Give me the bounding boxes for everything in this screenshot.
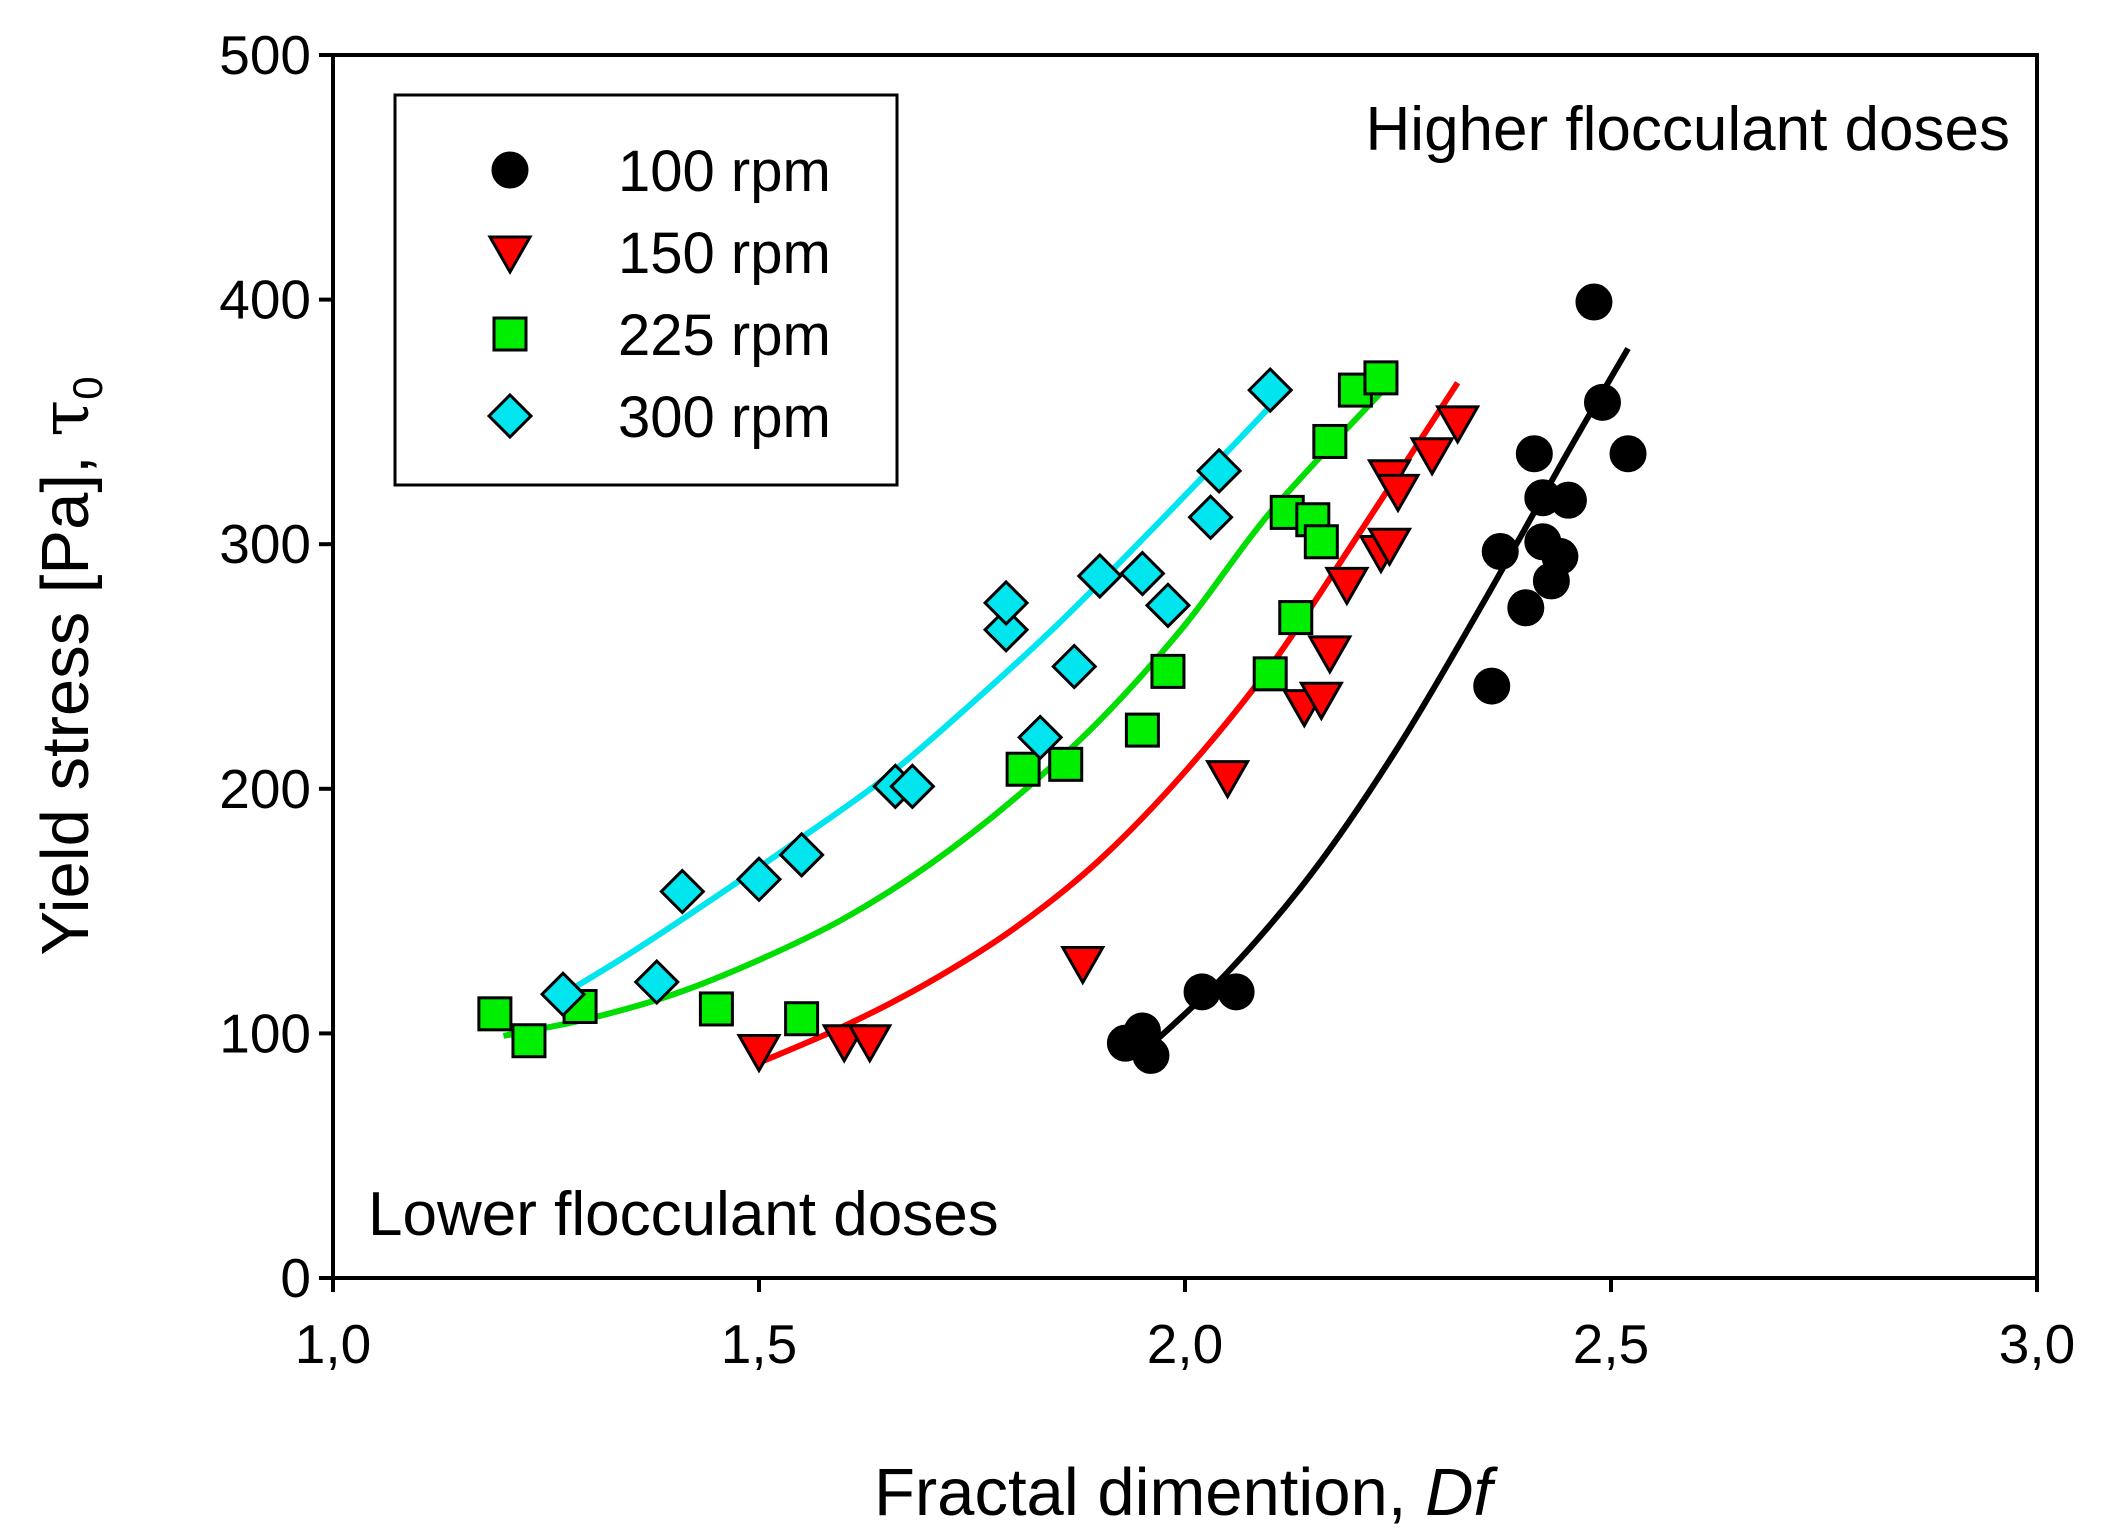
legend-label-225-rpm: 225 rpm xyxy=(618,303,831,368)
point-225-rpm xyxy=(1005,751,1041,787)
point-225-rpm xyxy=(1048,746,1084,782)
legend-label-300-rpm: 300 rpm xyxy=(618,385,831,450)
point-150-rpm xyxy=(1409,437,1455,477)
legend-box xyxy=(393,93,899,487)
legend-marker-100-rpm xyxy=(491,151,529,189)
y-tick-label: 400 xyxy=(219,269,311,331)
point-100-rpm xyxy=(1481,533,1519,571)
point-150-rpm xyxy=(1375,473,1421,514)
legend-marker-225-rpm xyxy=(492,316,528,352)
point-300-rpm xyxy=(982,579,1030,627)
point-225-rpm xyxy=(698,991,734,1027)
point-100-rpm xyxy=(1217,973,1255,1011)
fit-curve-225-rpm xyxy=(502,390,1384,1039)
fit-curve-300-rpm xyxy=(561,395,1281,997)
y-axis-ticks: 0 100 200 300 400 500 xyxy=(219,24,333,1309)
point-300-rpm xyxy=(1017,714,1064,761)
point-150-rpm xyxy=(1366,527,1413,568)
point-150-rpm xyxy=(1060,945,1106,986)
point-100-rpm xyxy=(1609,435,1647,473)
point-100-rpm xyxy=(1575,283,1613,321)
point-100-rpm xyxy=(1541,537,1579,575)
point-225-rpm xyxy=(1124,712,1160,748)
point-225-rpm xyxy=(1252,656,1288,692)
annotation-higher-doses: Higher flocculant doses xyxy=(1366,95,2010,164)
point-150-rpm xyxy=(1298,681,1344,722)
point-150-rpm xyxy=(847,1024,893,1064)
y-tick-label: 200 xyxy=(219,758,311,820)
point-100-rpm xyxy=(1183,973,1221,1011)
x-tick-label: 3,0 xyxy=(1999,1313,2075,1375)
point-225-rpm xyxy=(1278,600,1314,636)
data-points xyxy=(477,283,1647,1074)
point-300-rpm xyxy=(633,958,680,1006)
point-150-rpm xyxy=(1307,635,1353,675)
annotation-lower-doses: Lower flocculant doses xyxy=(368,1180,999,1249)
point-100-rpm xyxy=(1583,383,1621,421)
y-axis-title-symbol: τ xyxy=(26,400,104,437)
point-100-rpm xyxy=(1515,435,1553,473)
point-300-rpm xyxy=(778,831,825,878)
y-tick-label: 100 xyxy=(219,1002,311,1064)
point-300-rpm xyxy=(1187,494,1234,541)
point-100-rpm xyxy=(1549,481,1587,519)
point-300-rpm xyxy=(1247,366,1294,414)
x-tick-label: 2,0 xyxy=(1147,1313,1223,1375)
x-tick-label: 2,5 xyxy=(1573,1313,1649,1375)
point-300-rpm xyxy=(1144,582,1192,629)
point-300-rpm xyxy=(659,868,706,915)
x-tick-label: 1,5 xyxy=(721,1313,797,1375)
point-225-rpm xyxy=(477,996,513,1032)
y-tick-label: 500 xyxy=(219,24,311,86)
point-300-rpm xyxy=(1195,447,1243,494)
point-225-rpm xyxy=(1312,423,1348,459)
point-100-rpm xyxy=(1132,1036,1170,1074)
point-150-rpm xyxy=(1435,405,1481,445)
point-300-rpm xyxy=(1051,643,1098,690)
legend-marker-300-rpm xyxy=(486,392,534,440)
legend: 100 rpm 150 rpm 225 rpm 300 rpm xyxy=(393,93,899,487)
y-tick-label: 0 xyxy=(280,1247,311,1309)
point-225-rpm xyxy=(784,1001,820,1037)
point-300-rpm xyxy=(1076,552,1123,600)
legend-marker-150-rpm xyxy=(487,235,533,276)
x-axis-ticks: 1,0 1,5 2,0 2,5 3,0 xyxy=(295,1278,2075,1375)
point-225-rpm xyxy=(1303,524,1339,560)
point-150-rpm xyxy=(1205,760,1251,800)
point-100-rpm xyxy=(1473,667,1511,705)
y-tick-label: 300 xyxy=(219,513,311,575)
point-300-rpm xyxy=(735,856,783,903)
point-150-rpm xyxy=(736,1034,782,1074)
legend-label-150-rpm: 150 rpm xyxy=(618,221,831,286)
point-300-rpm xyxy=(982,606,1030,653)
x-axis-title: Fractal dimention, Df xyxy=(874,1455,1499,1530)
x-tick-label: 1,0 xyxy=(295,1313,371,1375)
x-axis-title-italic: Df xyxy=(1425,1455,1498,1530)
fit-curve-150-rpm xyxy=(757,381,1461,1066)
point-150-rpm xyxy=(1324,566,1370,607)
y-axis-title: Yield stress [Pa], τ0 xyxy=(26,376,111,955)
point-225-rpm xyxy=(511,1023,547,1059)
point-300-rpm xyxy=(539,971,587,1018)
point-300-rpm xyxy=(889,763,936,810)
point-225-rpm xyxy=(1363,360,1399,396)
point-300-rpm xyxy=(1119,550,1166,597)
point-100-rpm xyxy=(1507,589,1545,627)
point-225-rpm xyxy=(1150,653,1186,689)
legend-label-100-rpm: 100 rpm xyxy=(618,139,831,204)
y-axis-title-subscript: 0 xyxy=(64,376,111,399)
fit-curve-100-rpm xyxy=(1140,347,1631,1056)
